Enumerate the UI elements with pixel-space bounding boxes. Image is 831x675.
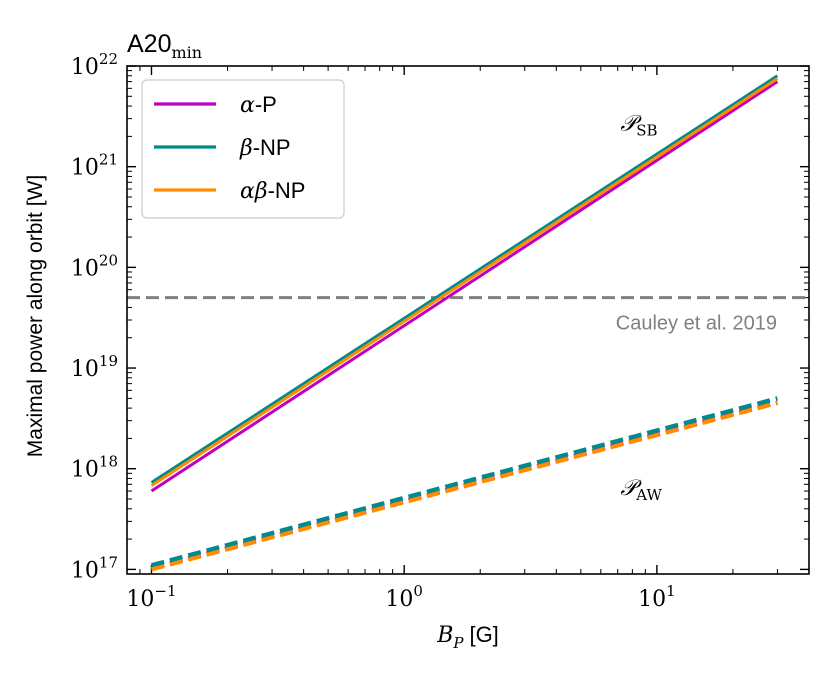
legend-box xyxy=(141,79,345,219)
legend: α-P β-NP αβ-NP xyxy=(141,79,345,219)
series-line-sb xyxy=(150,74,779,484)
y-tick-label: 1017 xyxy=(71,553,118,583)
series-line-sb xyxy=(150,80,779,493)
y-tick-label: 1021 xyxy=(71,151,118,181)
x-axis-label: BP [G] xyxy=(436,622,499,652)
series-line-aw xyxy=(150,396,778,568)
plot-frame xyxy=(126,65,810,575)
reference-line-label: Cauley et al. 2019 xyxy=(616,313,777,335)
series-line-aw xyxy=(150,400,778,572)
x-tick-label: 100 xyxy=(385,582,423,612)
legend-label-alphabeta-np: αβ-NP xyxy=(240,178,305,204)
legend-label-beta-np: β-NP xyxy=(239,135,291,161)
y-tick-label: 1020 xyxy=(71,251,118,281)
x-tick-label: 101 xyxy=(638,582,676,612)
y-tick-label: 1018 xyxy=(71,453,118,483)
y-tick-label: 1022 xyxy=(71,50,118,80)
series-line-sb xyxy=(150,77,779,487)
y-axis-label: Maximal power along orbit [W] xyxy=(24,175,47,457)
y-tick-label: 1019 xyxy=(71,352,118,382)
x-tick-label: 10−1 xyxy=(126,582,176,612)
legend-label-alpha-p: α-P xyxy=(240,92,277,118)
chart-title: A20min xyxy=(127,30,202,62)
